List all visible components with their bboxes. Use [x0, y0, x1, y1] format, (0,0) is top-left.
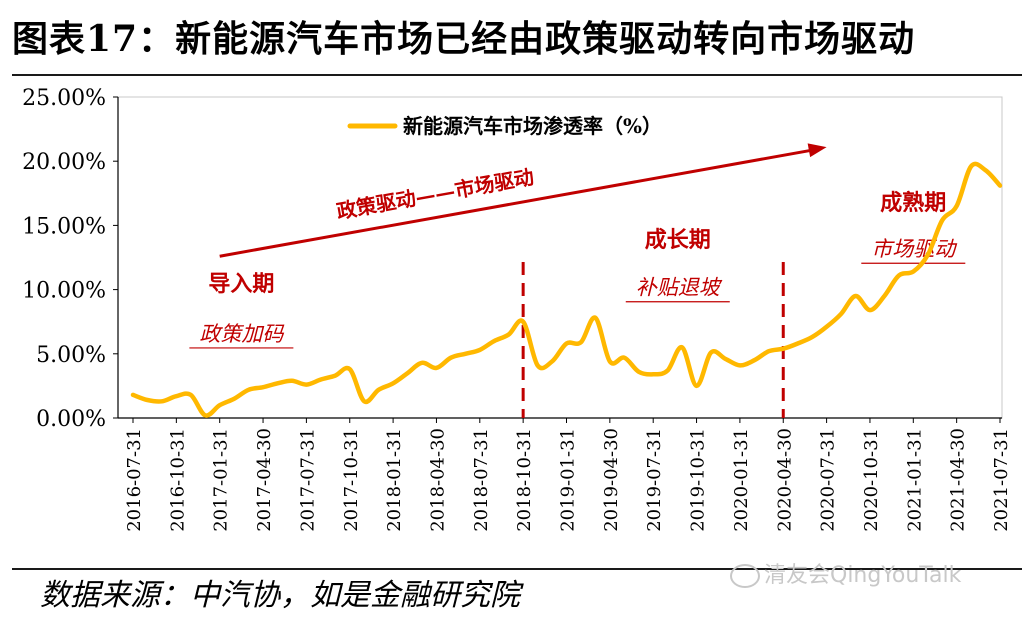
x-tick-label: 2020-01-31 — [731, 428, 752, 532]
x-tick-label: 2021-04-30 — [948, 428, 969, 532]
x-tick-label: 2016-10-31 — [167, 428, 188, 532]
footer-rule — [12, 568, 1022, 570]
y-tick-label: 10.00% — [22, 279, 106, 304]
phase-label: 导入期 — [208, 271, 274, 297]
x-tick-label: 2020-07-31 — [818, 428, 839, 532]
trend-arrowhead — [807, 143, 827, 158]
x-tick-label: 2021-07-31 — [991, 428, 1012, 532]
x-tick-label: 2017-04-30 — [254, 428, 275, 532]
watermark-text: 清友会QingYouTalk — [764, 563, 962, 588]
x-tick-label: 2017-07-31 — [297, 428, 318, 532]
x-tick-label: 2016-07-31 — [124, 428, 145, 532]
x-tick-label: 2020-04-30 — [774, 428, 795, 532]
trend-arrow-label: 政策驱动——市场驱动 — [335, 165, 536, 224]
phase-sublabel: 政策加码 — [199, 322, 285, 346]
x-tick-label: 2020-10-31 — [861, 428, 882, 532]
wechat-icon — [730, 564, 760, 588]
trend-arrow-shaft — [219, 148, 813, 258]
x-tick-label: 2017-10-31 — [341, 428, 362, 532]
y-tick-label: 15.00% — [22, 214, 106, 239]
phase-sublabel: 市场驱动 — [871, 237, 958, 261]
y-tick-label: 5.00% — [36, 343, 106, 368]
legend-label: 新能源汽车市场渗透率（%） — [403, 114, 662, 138]
x-tick-label: 2018-04-30 — [427, 428, 448, 532]
x-tick-label: 2018-10-31 — [514, 428, 535, 532]
title-rule — [12, 74, 1022, 76]
phase-sublabel: 补贴退坡 — [636, 276, 723, 300]
source-note: 数据来源：中汽协，如是金融研究院 — [40, 578, 520, 613]
x-tick-label: 2021-01-31 — [904, 428, 925, 532]
y-tick-label: 25.00% — [22, 86, 106, 111]
x-tick-label: 2019-04-30 — [601, 428, 622, 532]
x-tick-label: 2019-07-31 — [644, 428, 665, 532]
x-tick-label: 2018-01-31 — [384, 428, 405, 532]
x-tick-label: 2018-07-31 — [471, 428, 492, 532]
series-line-penetration-rate — [130, 161, 1003, 418]
phase-label: 成长期 — [645, 227, 711, 253]
chart-svg: 0.00% 5.00% 10.00% 15.00% 20.00% 25.00% 2016-0… — [22, 86, 1035, 532]
y-tick-label: 0.00% — [36, 407, 106, 432]
x-tick-label: 2019-01-31 — [558, 428, 579, 532]
x-tick-label: 2019-10-31 — [688, 428, 709, 532]
watermark: 清友会QingYouTalk — [730, 558, 961, 594]
x-tick-label: 2017-01-31 — [211, 428, 232, 532]
y-tick-label: 20.00% — [22, 150, 106, 175]
chart-title: 图表17：新能源汽车市场已经由政策驱动转向市场驱动 — [12, 18, 916, 60]
phase-label: 成熟期 — [880, 190, 946, 216]
plot-area — [117, 96, 1003, 419]
